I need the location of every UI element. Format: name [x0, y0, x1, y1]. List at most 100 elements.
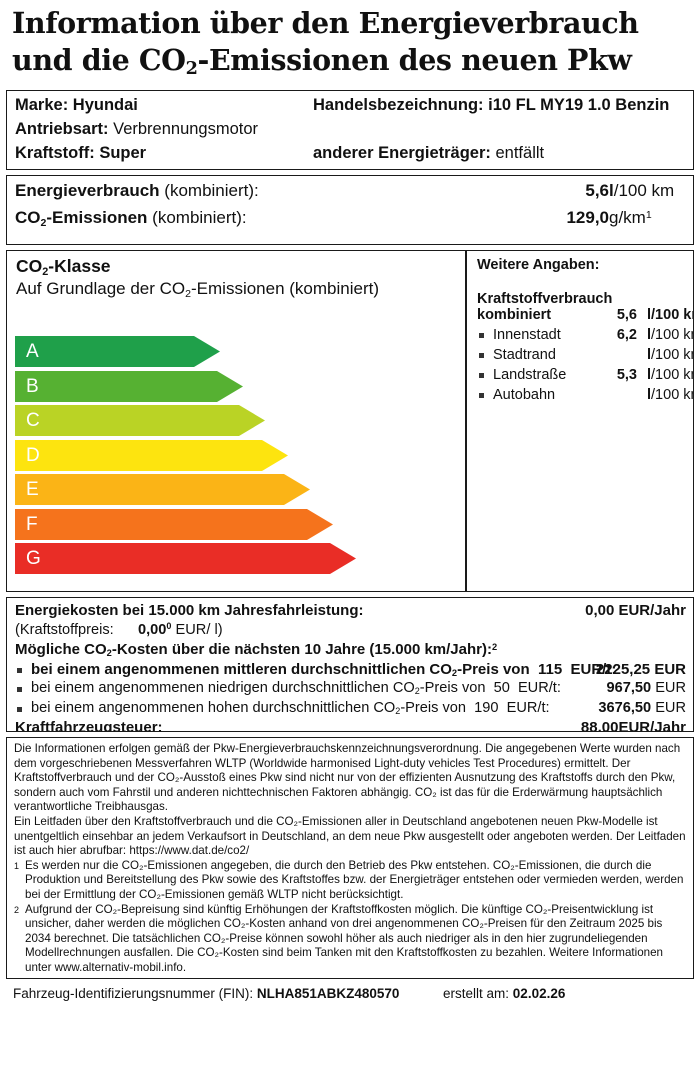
costs-box: Energiekosten bei 15.000 km Jahresfahrle… [6, 597, 694, 732]
co2-class-box: CO2-Klasse Auf Grundlage der CO2-Emissio… [6, 250, 694, 592]
co2-class-title: CO2-Klasse [16, 256, 111, 278]
scenario-amount: 3676,50 EUR [598, 699, 686, 716]
antriebsart-value: Verbrennungsmotor [113, 120, 259, 138]
scenario-amount: 2225,25 EUR [595, 660, 686, 678]
marke-value: Hyundai [72, 96, 138, 114]
fuel-row-innenstadt: Innenstadt 6,2 l/100 km [477, 327, 693, 347]
co2-class-bar-a: A [15, 336, 220, 367]
anderer-energietraeger-field: anderer Energieträger: entfällt [313, 144, 545, 162]
additional-info-heading: Weitere Angaben: [477, 257, 600, 273]
fuel-row-stadtrand: Stadtrand l/100 km [477, 347, 693, 367]
fin-value: NLHA851ABKZ480570 [256, 986, 400, 1001]
kraftstoff-field: Kraftstoff: Super [15, 144, 147, 162]
fuel-row-kombiniert: kombiniert 5,6 l/100 km [477, 307, 693, 327]
co2-class-letter-b: B [26, 375, 39, 397]
vehicle-tax-value: 88,00EUR/Jahr [580, 719, 686, 732]
vehicle-identity-box: Marke: Hyundai Handelsbezeichnung: i10 F… [6, 90, 694, 170]
scenario-text: bei einem angenommenen niedrigen durchsc… [31, 680, 561, 697]
fuel-row-label: Autobahn [493, 387, 556, 403]
legal-paragraph-2: Ein Leitfaden über den Kraftstoffverbrau… [14, 814, 686, 858]
fuel-row-value: 5,3 [616, 367, 637, 383]
identity-row-marke: Marke: Hyundai Handelsbezeichnung: i10 F… [7, 95, 693, 119]
scenario-amount: 967,50 EUR [606, 680, 686, 696]
fuel-price-value: 0,00 [138, 621, 167, 638]
anderer-energietraeger-value: entfällt [495, 144, 545, 162]
co2-class-letter-c: C [26, 410, 40, 431]
co2-price-scenario-3: bei einem angenommenen hohen durchschnit… [7, 700, 693, 720]
co2-emissions-value: 129,0 [566, 208, 609, 227]
page-title-line2: und die CO2-Emissionen des neuen Pkw [12, 43, 632, 80]
co2-emissions-row: CO2-Emissionen (kombiniert): 129,0 g/km1 [7, 208, 693, 235]
energy-costs-label: Energiekosten bei 15.000 km Jahresfahrle… [15, 602, 364, 619]
co2-costs-heading-row: Mögliche CO2-Kosten über die nächsten 10… [7, 641, 693, 661]
fuel-row-value: 6,2 [616, 327, 637, 343]
bullet-icon [479, 333, 484, 338]
scenario-text: bei einem angenommenen hohen durchschnit… [31, 699, 550, 716]
fuel-row-label: kombiniert [477, 307, 552, 323]
antriebsart-field: Antriebsart: Verbrennungsmotor [15, 120, 259, 138]
co2-class-bar-b: B [15, 370, 243, 402]
energy-costs-row: Energiekosten bei 15.000 km Jahresfahrle… [7, 602, 693, 622]
co2-costs-heading: Mögliche CO2-Kosten über die nächsten 10… [15, 641, 498, 659]
co2-class-letter-e: E [26, 479, 39, 500]
energy-costs-value: 0,00 EUR/Jahr [585, 602, 686, 619]
energy-consumption-unit: l/100 km [609, 181, 675, 200]
bullet-icon [17, 667, 22, 673]
co2-class-bar-c: C [15, 405, 265, 436]
energy-consumption-label: Energieverbrauch (kombiniert): [15, 181, 259, 200]
fuel-row-unit: l/100 km [647, 347, 693, 363]
additional-info-panel: Weitere Angaben: Kraftstoffverbrauch kom… [477, 257, 693, 407]
fuel-row-label: Landstraße [493, 367, 567, 383]
fin-field: Fahrzeug-Identifizierungsnummer (FIN): N… [13, 986, 400, 1001]
panel-divider [465, 251, 467, 591]
created-field: erstellt am: 02.02.26 [443, 986, 566, 1001]
bullet-icon [17, 706, 22, 712]
fuel-price-line: (Kraftstoffpreis: 0,000 EUR/ l) [15, 621, 223, 638]
created-value: 02.02.26 [512, 986, 566, 1001]
fuel-consumption-rows: kombiniert 5,6 l/100 km Innenstadt 6,2 l/100 … [477, 307, 693, 407]
fuel-row-value: 5,6 [616, 307, 637, 323]
scenario-text: bei einem angenommenen mittleren durchsc… [31, 660, 617, 678]
co2-price-scenario-1: bei einem angenommenen mittleren durchsc… [7, 661, 693, 681]
fuel-row-unit: l/100 km [647, 367, 693, 383]
legal-footnote-2: 2 Aufgrund der CO₂-Bepreisung sind künfti… [14, 902, 664, 974]
bullet-icon [479, 393, 484, 398]
energy-consumption-value: 5,6 [585, 181, 609, 200]
bullet-icon [479, 353, 484, 358]
co2-class-bar-f: F [15, 508, 333, 540]
co2-class-subtitle: Auf Grundlage der CO2-Emissionen (kombin… [16, 279, 380, 300]
bullet-icon [479, 373, 484, 378]
co2-class-bar-e: E [15, 474, 310, 505]
legal-footnote-1: 1 Es werden nur die CO₂-Emissionen angege… [14, 858, 684, 901]
legal-paragraph-1: Die Informationen erfolgen gemäß der Pkw… [14, 742, 681, 814]
co2-class-letter-a: A [26, 341, 39, 362]
identity-row-antriebsart: Antriebsart: Verbrennungsmotor [7, 119, 693, 143]
identity-row-kraftstoff: Kraftstoff: Super anderer Energieträger:… [7, 143, 693, 167]
vehicle-tax-row: Kraftfahrzeugsteuer: 88,00EUR/Jahr [7, 719, 693, 732]
co2-class-letter-g: G [26, 548, 41, 569]
fuel-row-label: Innenstadt [493, 327, 561, 343]
co2-emissions-label: CO2-Emissionen (kombiniert): [15, 208, 247, 229]
bullet-icon [17, 687, 22, 692]
co2-class-bar-g: G [15, 543, 356, 574]
co2-class-letter-f: F [26, 513, 38, 535]
co2-class-letter-d: D [26, 444, 40, 466]
fuel-consumption-heading: Kraftstoffverbrauch [477, 291, 613, 307]
fuel-row-unit: l/100 km [647, 327, 693, 343]
fuel-row-unit: l/100 km [647, 307, 693, 323]
fuel-row-unit: l/100 km [647, 387, 693, 403]
fuel-row-autobahn: Autobahn l/100 km [477, 387, 693, 407]
co2-emissions-unit: g/km1 [609, 208, 652, 227]
energy-consumption-row: Energieverbrauch (kombiniert): 5,6 l/100… [7, 181, 693, 208]
vehicle-tax-label: Kraftfahrzeugsteuer: [15, 719, 163, 732]
marke-field: Marke: Hyundai [15, 96, 138, 114]
footer: Fahrzeug-Identifizierungsnummer (FIN): N… [6, 986, 694, 1010]
handelsbezeichnung-field: Handelsbezeichnung: i10 FL MY19 1.0 Benz… [313, 96, 670, 114]
fuel-row-label: Stadtrand [493, 347, 556, 363]
co2-price-scenario-2: bei einem angenommenen niedrigen durchsc… [7, 680, 693, 700]
page-title-line1: Information über den Energieverbrauch [12, 6, 639, 40]
page-title: Information über den Energieverbrauch un… [6, 0, 694, 85]
kraftstoff-value: Super [99, 144, 147, 162]
